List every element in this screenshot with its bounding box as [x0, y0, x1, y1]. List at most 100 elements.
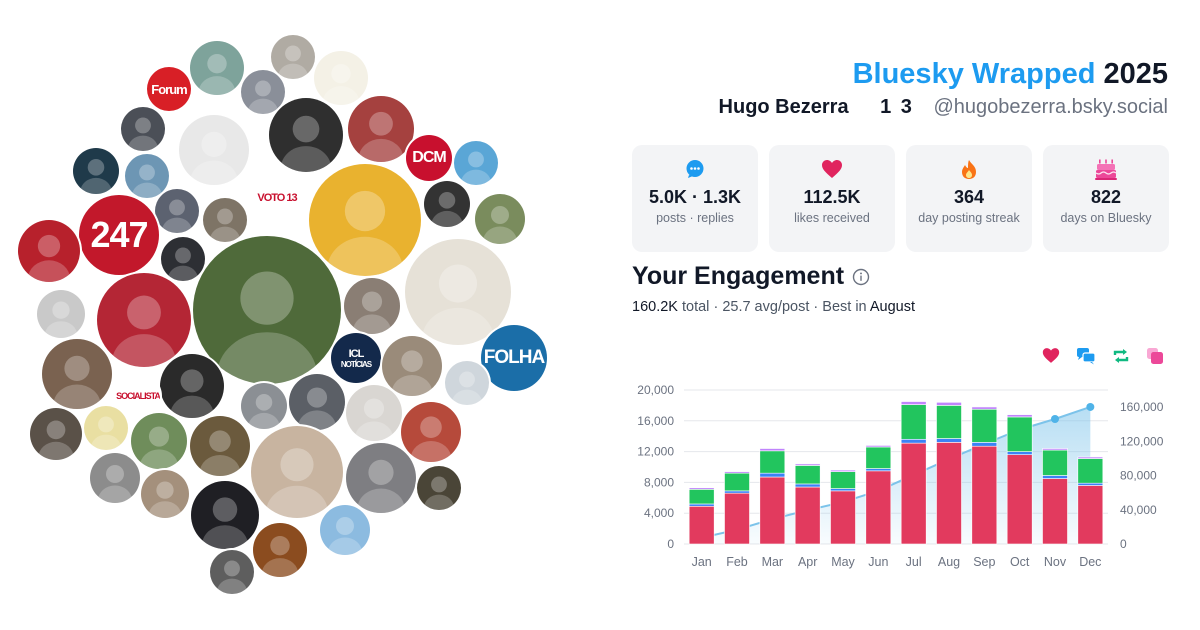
x-tick-label: Jul: [906, 555, 922, 569]
avatar[interactable]: [73, 148, 119, 194]
avatar[interactable]: [190, 41, 244, 95]
replies-legend-icon[interactable]: [1076, 347, 1096, 367]
profile-photo: [461, 151, 491, 185]
avatar[interactable]: [405, 239, 511, 345]
stats-row: 5.0K · 1.3K posts · replies 112.5K likes…: [632, 145, 1169, 253]
avatar[interactable]: [160, 354, 224, 418]
likes-legend-icon[interactable]: [1042, 347, 1062, 367]
avatar[interactable]: [97, 273, 191, 367]
avatar[interactable]: [125, 154, 169, 198]
stat-label: day posting streak: [918, 211, 1020, 225]
best-prefix: Best in: [822, 299, 870, 315]
x-tick-label: Jan: [692, 555, 712, 569]
profile-photo: [128, 117, 158, 151]
profile-photo: [27, 234, 71, 282]
bar-likes: [865, 470, 892, 545]
profile-photo: [98, 465, 132, 503]
avatar[interactable]: [269, 98, 343, 172]
avatar[interactable]: [314, 51, 368, 105]
y-tick-label-right: 40,000: [1120, 503, 1157, 517]
chat-bubble-icon: [632, 159, 758, 179]
bar-quotes: [794, 463, 821, 466]
y-tick-label-right: 160,000: [1120, 400, 1164, 414]
stat-label: likes received: [794, 211, 870, 225]
avatar[interactable]: [179, 115, 249, 185]
avatar[interactable]: [241, 70, 285, 114]
avatar[interactable]: ICL NOTÍCIAS: [331, 333, 381, 383]
avatar[interactable]: [131, 413, 187, 469]
avatar[interactable]: [42, 339, 112, 409]
engagement-summary: 160.2K total · 25.7 avg/post · Best in A…: [632, 299, 915, 315]
avatar[interactable]: [346, 443, 416, 513]
bar-replies: [865, 468, 892, 472]
avatar[interactable]: [37, 290, 85, 338]
avatar[interactable]: VOTO 13: [249, 170, 305, 226]
y-tick-label-right: 120,000: [1120, 434, 1164, 448]
avatar[interactable]: [424, 181, 470, 227]
quotes-legend-icon[interactable]: [1146, 347, 1166, 367]
avatar[interactable]: [155, 189, 199, 233]
avatar[interactable]: [190, 416, 250, 476]
bar-reposts: [1077, 458, 1104, 484]
avatar[interactable]: [271, 35, 315, 79]
profile-photo: [358, 111, 404, 162]
avatar[interactable]: [417, 466, 461, 510]
heart-icon: [769, 159, 895, 179]
bar-quotes: [900, 401, 927, 405]
bar-replies: [759, 472, 786, 478]
folha-logo-text: FOLHA: [483, 347, 545, 368]
avatar[interactable]: [289, 374, 345, 430]
avatar[interactable]: [193, 236, 341, 384]
reposts-legend-icon[interactable]: [1111, 347, 1131, 367]
avatar[interactable]: SOCIALISTA: [116, 374, 160, 418]
avatar[interactable]: [401, 402, 461, 462]
profile-photo: [210, 208, 240, 242]
avatar[interactable]: [141, 470, 189, 518]
avatar[interactable]: Forum: [147, 67, 191, 111]
bar-quotes: [1077, 456, 1104, 459]
wrapped-panel: Bluesky Wrapped 2025 Hugo Bezerra 1 3 @h…: [632, 0, 1169, 630]
user-handle: @hugobezerra.bsky.social: [933, 96, 1169, 118]
profile-photo: [452, 371, 482, 405]
profile-photo: [248, 394, 280, 429]
avatar[interactable]: [203, 198, 247, 242]
avatar[interactable]: [253, 523, 307, 577]
avatar[interactable]: [90, 453, 140, 503]
stat-label: posts · replies: [656, 211, 734, 225]
avatar[interactable]: [344, 278, 400, 334]
avatar[interactable]: [346, 385, 402, 441]
avatar[interactable]: FOLHA: [481, 325, 547, 391]
avatar[interactable]: [348, 96, 414, 162]
avatar[interactable]: [454, 141, 498, 185]
avatar[interactable]: [445, 361, 489, 405]
avatar[interactable]: [18, 220, 80, 282]
avatar[interactable]: [84, 406, 128, 450]
bar-reposts: [1042, 449, 1068, 476]
avatar[interactable]: [382, 336, 442, 396]
x-tick-label: Aug: [938, 555, 960, 569]
x-tick-label: Sep: [973, 555, 995, 569]
avatar[interactable]: [309, 164, 421, 276]
profile-photo: [132, 164, 162, 198]
avatar[interactable]: [241, 383, 287, 429]
avatar[interactable]: [475, 194, 525, 244]
y-tick-label-left: 20,000: [637, 383, 674, 397]
x-tick-label: May: [831, 555, 855, 569]
bar-quotes: [936, 402, 962, 406]
bar-quotes: [971, 406, 998, 410]
avatar[interactable]: [30, 408, 82, 460]
user-line: Hugo Bezerra 1 3 @hugobezerra.bsky.socia…: [719, 96, 1168, 119]
profile-photo: [112, 295, 176, 367]
avatar[interactable]: DCM: [406, 135, 452, 181]
info-icon[interactable]: [852, 268, 870, 286]
avatar[interactable]: [251, 426, 343, 518]
avatar[interactable]: [121, 107, 165, 151]
bar-quotes: [830, 469, 856, 472]
avatar[interactable]: 247: [79, 195, 159, 275]
avatar[interactable]: [210, 550, 254, 594]
avatar[interactable]: [161, 237, 205, 281]
avatar[interactable]: [320, 505, 370, 555]
bar-reposts: [865, 446, 892, 469]
wrapped-title: Bluesky Wrapped 2025: [853, 58, 1168, 91]
avatar[interactable]: [191, 481, 259, 549]
